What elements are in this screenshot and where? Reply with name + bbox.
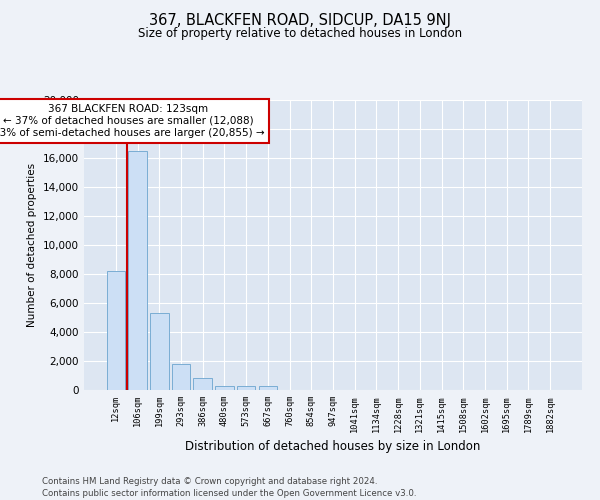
Bar [128,151,147,390]
Text: 367, BLACKFEN ROAD, SIDCUP, DA15 9NJ: 367, BLACKFEN ROAD, SIDCUP, DA15 9NJ [149,12,451,28]
Bar [107,271,125,390]
Bar [237,386,256,390]
Bar [172,364,190,390]
Text: Size of property relative to detached houses in London: Size of property relative to detached ho… [138,28,462,40]
Y-axis label: Number of detached properties: Number of detached properties [28,163,37,327]
Text: Contains public sector information licensed under the Open Government Licence v3: Contains public sector information licen… [42,489,416,498]
X-axis label: Distribution of detached houses by size in London: Distribution of detached houses by size … [185,440,481,453]
Bar [215,386,233,390]
Bar [259,386,277,390]
Bar [193,378,212,390]
Bar [150,313,169,390]
Text: 367 BLACKFEN ROAD: 123sqm
← 37% of detached houses are smaller (12,088)
63% of s: 367 BLACKFEN ROAD: 123sqm ← 37% of detac… [0,104,264,138]
Text: Contains HM Land Registry data © Crown copyright and database right 2024.: Contains HM Land Registry data © Crown c… [42,478,377,486]
